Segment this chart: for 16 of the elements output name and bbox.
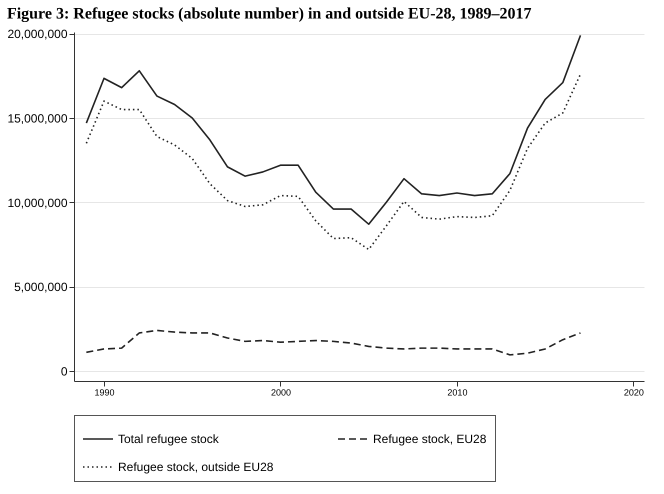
y-tick-label: 15,000,000 — [7, 111, 68, 126]
x-tick-label: 2020 — [624, 388, 644, 398]
y-tick-label: 5,000,000 — [14, 280, 68, 294]
y-tick-label: 20,000,000 — [7, 27, 68, 42]
legend-label: Refugee stock, outside EU28 — [118, 460, 274, 474]
x-tick-label: 2010 — [447, 388, 468, 398]
x-tick-label: 1990 — [94, 388, 115, 398]
line-series — [86, 73, 582, 250]
line-series — [86, 330, 582, 356]
legend-label: Refugee stock, EU28 — [373, 432, 487, 446]
y-tick-label: 0 — [60, 364, 68, 378]
chart-title: Figure 3: Refugee stocks (absolute number) in and outside EU-28, 1989–2017 — [6, 6, 532, 23]
x-tick-label: 2000 — [270, 388, 291, 398]
legend-label: Total refugee stock — [118, 432, 220, 446]
line-series — [86, 34, 582, 226]
y-tick-label: 10,000,000 — [7, 196, 68, 210]
